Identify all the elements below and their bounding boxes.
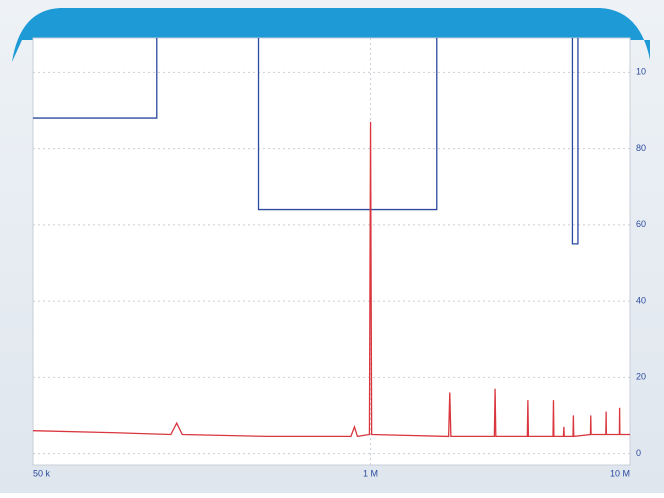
x-tick-label: 10 M bbox=[610, 468, 630, 478]
y-tick-label: 10 bbox=[636, 67, 646, 77]
x-tick-label: 50 k bbox=[33, 468, 51, 478]
x-tick-label: 1 M bbox=[363, 468, 378, 478]
y-tick-label: 0 bbox=[636, 448, 641, 458]
y-tick-label: 20 bbox=[636, 372, 646, 382]
series-line bbox=[33, 38, 579, 245]
y-tick-label: 40 bbox=[636, 295, 646, 305]
y-tick-label: 80 bbox=[636, 143, 646, 153]
series-line bbox=[32, 121, 630, 438]
plot-area bbox=[32, 37, 631, 466]
y-tick-label: 60 bbox=[636, 219, 646, 229]
banner bbox=[12, 8, 650, 62]
